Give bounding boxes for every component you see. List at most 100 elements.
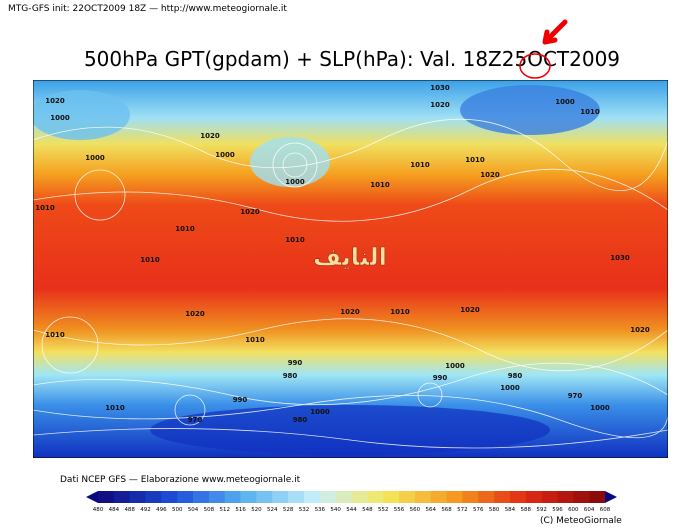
isobar-label: 1020 [240, 208, 260, 216]
colorbar-box [240, 491, 257, 503]
colorbar-label: 548 [362, 507, 373, 513]
colorbar-box [430, 491, 447, 503]
colorbar-box [288, 491, 305, 503]
isobar-label: 1010 [390, 308, 410, 316]
isobar-label: 990 [233, 396, 248, 404]
colorbar-label: 580 [489, 507, 500, 513]
colorbar-box [208, 491, 226, 503]
isobar-label: 1010 [35, 204, 55, 212]
colorbar-box [177, 491, 194, 503]
isobar-label: 1010 [245, 336, 265, 344]
colorbar-box [573, 491, 590, 503]
field [33, 80, 668, 458]
colorbar-label: 544 [346, 507, 357, 513]
colorbar-box [557, 491, 574, 503]
colorbar-label: 608 [600, 507, 611, 513]
isobar-label: 1000 [445, 362, 465, 370]
title: 500hPa GPT(gpdam) + SLP(hPa): Val. 18Z25… [84, 47, 620, 71]
isobar-label: 1020 [185, 310, 205, 318]
copyright: (C) MeteoGiornale [540, 516, 622, 526]
colorbar-box [399, 491, 416, 503]
isobar-label: 970 [188, 416, 203, 424]
footer: Dati NCEP GFS — Elaborazione www.meteogi… [60, 475, 301, 485]
colorbar-label: 492 [140, 507, 151, 513]
colorbar-box [446, 491, 463, 503]
isobar-label: 1010 [140, 256, 160, 264]
colorbar-label: 556 [394, 507, 405, 513]
colorbar-label: 552 [378, 507, 389, 513]
colorbar-label: 564 [425, 507, 436, 513]
isobar-label: 1000 [285, 178, 305, 186]
colorbar-label: 600 [568, 507, 579, 513]
colorbar-box [541, 491, 558, 503]
colorbar-label: 524 [267, 507, 278, 513]
isobar-label: 980 [283, 372, 298, 380]
colorbar-box [193, 491, 210, 503]
colorbar-box [145, 491, 162, 503]
isobar-label: 1020 [630, 326, 650, 334]
colorbar-label: 568 [441, 507, 452, 513]
highlight-circle [519, 53, 551, 79]
colorbar-box [509, 491, 527, 503]
colorbar-box [589, 491, 606, 503]
colorbar-box [224, 491, 241, 503]
isobar-label: 1000 [555, 98, 575, 106]
colorbar-label: 528 [283, 507, 294, 513]
colorbar-box [367, 491, 384, 503]
isobar-label: 1010 [105, 404, 125, 412]
isobar-label: 1000 [500, 384, 520, 392]
colorbar-label: 488 [124, 507, 135, 513]
low [460, 85, 600, 135]
low [250, 137, 330, 187]
colorbar-label: 576 [473, 507, 484, 513]
isobar-label: 1010 [465, 156, 485, 164]
colorbar-box [113, 491, 130, 503]
colorbar-label: 584 [505, 507, 516, 513]
colorbar-label: 540 [330, 507, 341, 513]
colorbar-box [335, 491, 352, 503]
isobar-label: 970 [568, 392, 583, 400]
isobar-label: 1010 [175, 225, 195, 233]
isobar-label: 990 [288, 359, 303, 367]
colorbar-label: 512 [220, 507, 231, 513]
header: MTG-GFS init: 22OCT2009 18Z — http://www… [8, 4, 287, 14]
colorbar-label: 560 [410, 507, 421, 513]
colorbar-label: 520 [251, 507, 262, 513]
isobar-label: 1010 [45, 331, 65, 339]
colorbar-box [161, 491, 178, 503]
colorbar-label: 496 [156, 507, 167, 513]
isobar-label: 1020 [480, 171, 500, 179]
colorbar-box [525, 491, 542, 503]
isobar-label: 1010 [285, 236, 305, 244]
isobar-label: 1000 [85, 154, 105, 162]
colorbar-label: 504 [188, 507, 199, 513]
isobar-label: 1000 [590, 404, 610, 412]
isobar-label: 1000 [310, 408, 330, 416]
colorbar-label: 508 [204, 507, 215, 513]
colorbar-box [414, 491, 432, 503]
isobar-label: 1010 [580, 108, 600, 116]
isobar-label: 1020 [460, 306, 480, 314]
isobar-label: 1000 [50, 114, 70, 122]
colorbar-box [98, 491, 115, 503]
colorbar-box [351, 491, 368, 503]
colorbar-box [478, 491, 495, 503]
colorbar-label: 532 [299, 507, 310, 513]
map [33, 80, 668, 458]
colorbar-box [303, 491, 321, 503]
colorbar-label: 592 [536, 507, 547, 513]
isobar-label: 1010 [410, 161, 430, 169]
colorbar-label: 484 [109, 507, 120, 513]
isobar-label: 1030 [430, 84, 450, 92]
colorbar-box [462, 491, 479, 503]
colorbar-label: 588 [521, 507, 532, 513]
watermark: النايف [313, 243, 387, 271]
isobar-label: 980 [293, 416, 308, 424]
isobar-label: 1010 [370, 181, 390, 189]
colorbar-label: 516 [235, 507, 246, 513]
arrow [542, 19, 568, 45]
isobar-label: 1020 [200, 132, 220, 140]
colorbar-box [272, 491, 289, 503]
isobar-label: 990 [433, 374, 448, 382]
